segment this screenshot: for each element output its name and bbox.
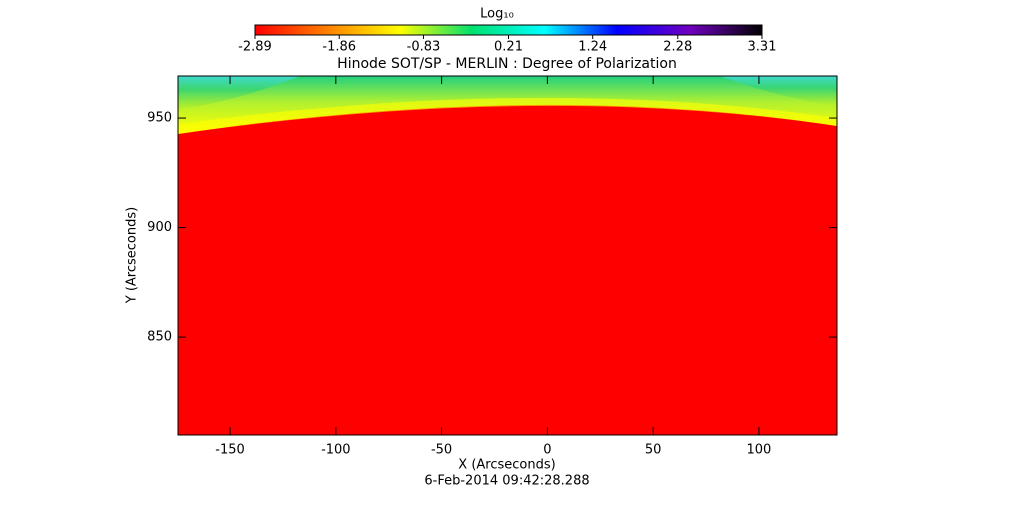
x-tick-label: 100 — [747, 443, 772, 458]
x-tick-label: -150 — [215, 443, 245, 458]
colorbar-tick-label: 3.31 — [748, 40, 777, 55]
x-tick-label: -50 — [431, 443, 452, 458]
colorbar-tick-label: -1.86 — [322, 40, 356, 55]
plot-frame — [177, 75, 838, 436]
y-tick-label: 900 — [147, 220, 172, 235]
y-tick-label: 950 — [147, 111, 172, 126]
x-tick-label: 0 — [543, 443, 551, 458]
colorbar-tick-label: 0.21 — [494, 40, 523, 55]
date-label: 6-Feb-2014 09:42:28.288 — [424, 474, 589, 489]
x-tick-label: -100 — [321, 443, 351, 458]
colorbar — [254, 24, 763, 36]
colorbar-tick-label: -0.83 — [407, 40, 441, 55]
colorbar-label: Log₁₀ — [480, 7, 514, 22]
y-axis-label: Y (Arcseconds) — [125, 207, 140, 304]
colorbar-tick-label: -2.89 — [238, 40, 272, 55]
chart-title: Hinode SOT/SP - MERLIN : Degree of Polar… — [337, 56, 677, 72]
colorbar-tick-label: 1.24 — [578, 40, 607, 55]
x-axis-label: X (Arcseconds) — [458, 458, 555, 473]
y-tick-label: 850 — [147, 330, 172, 345]
colorbar-tick-label: 2.28 — [663, 40, 692, 55]
solar-image — [178, 76, 837, 435]
x-tick-label: 50 — [645, 443, 662, 458]
